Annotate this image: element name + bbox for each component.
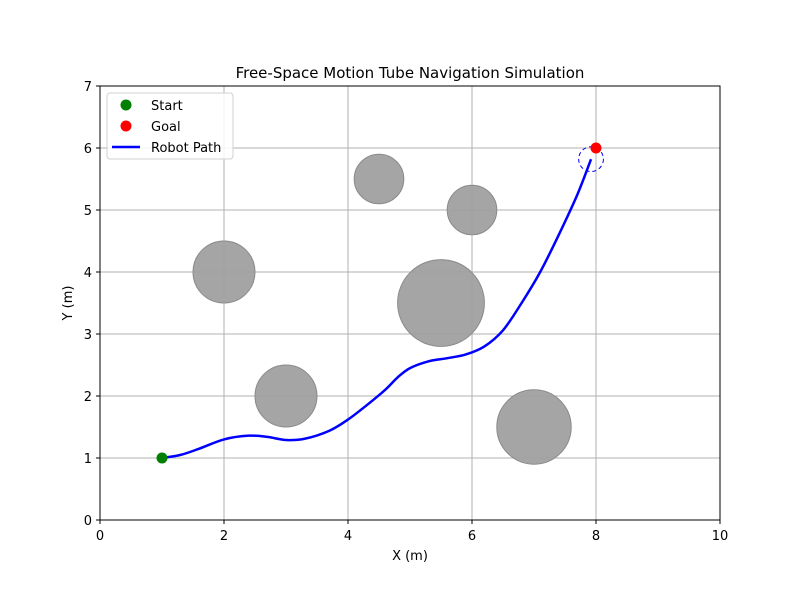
x-axis-label: X (m) <box>392 549 428 564</box>
legend-label: Robot Path <box>151 141 221 156</box>
y-tick-label: 6 <box>84 142 92 157</box>
y-tick-label: 3 <box>84 328 92 343</box>
obstacle-circle <box>496 389 572 465</box>
y-tick-label: 5 <box>84 204 92 219</box>
obstacle-circle <box>254 364 318 428</box>
legend-label: Goal <box>151 120 181 135</box>
x-tick-label: 8 <box>592 529 600 544</box>
robot-path-line <box>161 158 593 460</box>
legend-marker <box>120 99 132 111</box>
y-tick-label: 2 <box>84 390 92 405</box>
obstacle-circle <box>446 184 498 236</box>
markers <box>156 142 604 464</box>
legend: Start Goal Robot Path <box>106 92 234 160</box>
obstacle-circle <box>397 259 485 347</box>
legend-box <box>106 92 234 160</box>
y-tick-label: 7 <box>84 80 92 95</box>
chart-title: Free-Space Motion Tube Navigation Simula… <box>236 64 585 82</box>
obstacle-circle <box>353 153 405 205</box>
legend-label: Start <box>151 99 183 114</box>
y-tick-label: 0 <box>84 514 92 529</box>
obstacle-circle <box>192 240 256 304</box>
ticks: 0 2 4 6 8 10 0 1 2 3 4 5 6 7 <box>84 80 729 544</box>
x-tick-label: 2 <box>220 529 228 544</box>
path-layer <box>161 158 593 460</box>
start-point <box>156 452 168 464</box>
obstacles <box>192 153 572 465</box>
x-tick-label: 4 <box>344 529 352 544</box>
x-tick-label: 6 <box>468 529 476 544</box>
y-tick-label: 4 <box>84 266 92 281</box>
y-tick-label: 1 <box>84 452 92 467</box>
legend-marker <box>120 120 132 132</box>
y-axis-label: Y (m) <box>61 286 76 322</box>
goal-point <box>590 142 602 154</box>
x-tick-label: 10 <box>712 529 729 544</box>
x-tick-label: 0 <box>96 529 104 544</box>
plot-frame <box>99 85 721 521</box>
